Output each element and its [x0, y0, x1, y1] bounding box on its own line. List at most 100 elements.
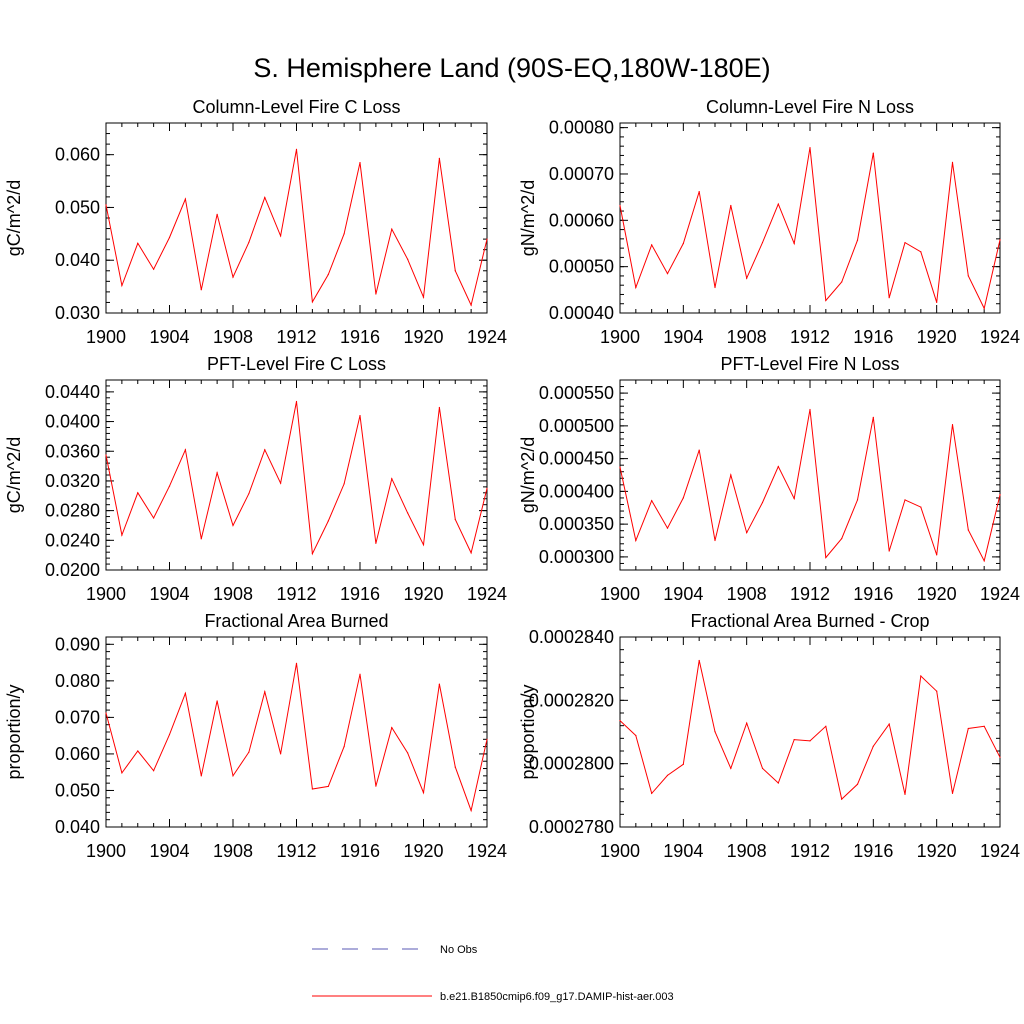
x-tick-label: 1924 — [980, 327, 1020, 347]
x-tick-label: 1912 — [276, 327, 316, 347]
x-tick-label: 1900 — [600, 327, 640, 347]
data-point — [825, 556, 827, 559]
data-point — [391, 478, 393, 480]
data-point — [168, 733, 171, 736]
data-point — [951, 423, 954, 426]
data-point — [470, 809, 472, 812]
data-point — [232, 775, 234, 777]
data-point — [904, 499, 906, 501]
data-point — [666, 527, 669, 529]
data-point — [936, 554, 938, 556]
data-point — [295, 148, 298, 150]
data-point — [746, 532, 748, 534]
data-point — [983, 307, 985, 309]
panel-title: Fractional Area Burned — [204, 611, 388, 631]
data-point — [761, 241, 764, 244]
x-tick-label: 1912 — [790, 327, 830, 347]
x-tick-label: 1900 — [600, 841, 640, 861]
x-tick-label: 1924 — [980, 841, 1020, 861]
data-point — [264, 691, 266, 693]
data-point — [248, 492, 250, 495]
data-point — [486, 487, 488, 489]
x-tick-label: 1916 — [340, 841, 380, 861]
data-point — [666, 273, 669, 275]
data-point — [809, 740, 811, 742]
y-tick-label: 0.00040 — [549, 303, 614, 323]
data-point — [438, 157, 440, 159]
panel-3: 0.000300 0.000350 0.000400 0.000450 0.000500… — [518, 354, 1020, 604]
data-point — [153, 268, 155, 270]
y-tick-label: 0.040 — [55, 250, 100, 270]
y-tick-label: 0.030 — [55, 303, 100, 323]
data-point — [698, 449, 700, 451]
data-point — [714, 539, 716, 542]
x-tick-label: 1900 — [86, 841, 126, 861]
data-point — [407, 512, 409, 514]
data-point — [232, 524, 234, 527]
panels: 0.030 0.040 0.050 0.060 1900 1904 1908 1912 1916… — [4, 97, 1020, 861]
y-tick-label: 0.0002780 — [529, 817, 614, 837]
x-tick-label: 1920 — [403, 327, 443, 347]
data-point — [422, 544, 425, 546]
data-point — [375, 785, 377, 787]
data-point — [809, 146, 811, 149]
data-point — [359, 673, 361, 675]
series-line — [619, 409, 1001, 563]
data-point — [619, 204, 621, 207]
panel-title: PFT-Level Fire C Loss — [207, 354, 386, 374]
x-tick-label: 1920 — [917, 327, 957, 347]
y-tick-label: 0.0280 — [45, 501, 100, 521]
data-point — [454, 518, 456, 521]
data-point — [343, 233, 345, 235]
data-point — [761, 767, 764, 770]
data-point — [825, 299, 827, 302]
y-axis-label: gC/m^2/d — [4, 437, 24, 513]
data-point — [904, 241, 906, 244]
x-tick-label: 1920 — [917, 841, 957, 861]
y-tick-label: 0.060 — [55, 145, 100, 165]
data-point — [714, 286, 716, 289]
data-point — [872, 416, 874, 418]
data-point — [422, 792, 425, 794]
data-point — [983, 725, 985, 727]
data-point — [391, 727, 393, 729]
data-point — [391, 228, 393, 230]
x-tick-label: 1916 — [853, 841, 893, 861]
x-tick-label: 1916 — [853, 584, 893, 604]
y-axis-label: gN/m^2/d — [518, 180, 538, 256]
data-point — [841, 537, 843, 540]
data-point — [200, 289, 202, 291]
data-point — [280, 235, 282, 237]
data-point — [121, 534, 123, 536]
y-tick-label: 0.090 — [55, 634, 100, 654]
x-tick-label: 1912 — [276, 841, 316, 861]
series-line — [105, 663, 488, 813]
x-tick-label: 1904 — [663, 327, 703, 347]
data-point — [777, 782, 779, 784]
data-point — [422, 296, 425, 298]
data-point — [184, 198, 186, 200]
data-point — [730, 767, 732, 770]
series-line — [105, 149, 488, 307]
data-point — [619, 720, 621, 722]
data-point — [470, 304, 472, 306]
data-point — [967, 727, 969, 730]
y-axis-label: proportion/y — [518, 684, 538, 779]
data-point — [746, 722, 748, 724]
y-tick-label: 0.070 — [55, 707, 100, 727]
data-point — [280, 753, 282, 755]
panel-title: PFT-Level Fire N Loss — [720, 354, 899, 374]
y-tick-label: 0.080 — [55, 671, 100, 691]
y-axis-label: gN/m^2/d — [518, 437, 538, 513]
data-point — [872, 745, 874, 747]
x-tick-label: 1924 — [467, 841, 507, 861]
data-point — [809, 408, 811, 411]
panel-title: Column-Level Fire C Loss — [192, 97, 400, 117]
y-tick-label: 0.000500 — [539, 416, 614, 436]
y-tick-label: 0.00050 — [549, 257, 614, 277]
data-point — [682, 497, 684, 499]
y-tick-label: 0.000400 — [539, 481, 614, 501]
panel-title: Column-Level Fire N Loss — [706, 97, 914, 117]
data-point — [619, 466, 621, 468]
data-point — [888, 550, 890, 552]
